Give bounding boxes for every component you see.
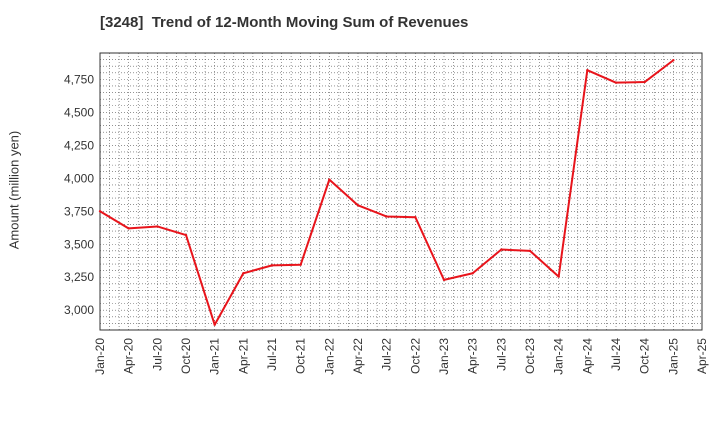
data-point [528,249,532,253]
y-tick-label: 3,500 [64,237,94,251]
data-point [127,227,130,230]
x-tick-label: Jul-21 [265,338,279,371]
x-tick-label: Jan-24 [552,338,566,375]
series-line [99,59,674,326]
data-point [614,81,618,84]
plot-frame [99,52,703,331]
data-point [414,216,417,219]
data-point [643,80,646,84]
data-point [213,323,216,326]
x-tick-labels: Jan-20 Apr-20 Jul-20 Oct-20 Jan-21 Apr-21 Jul-… [93,338,709,375]
series-layer [98,59,675,326]
x-tick-label: Oct-23 [523,338,537,374]
x-tick-label: Jul-22 [380,338,394,371]
data-point [471,272,474,275]
y-tick-label: 4,000 [64,171,94,185]
x-tick-label: Jul-24 [609,338,623,371]
x-tick-label: Jan-25 [666,338,680,375]
grid-layer [100,53,702,330]
x-tick-label: Apr-22 [351,338,365,374]
y-tick-label: 3,250 [64,270,94,284]
data-point [672,59,675,62]
x-tick-label: Apr-23 [466,338,480,374]
data-point [586,68,589,72]
data-point [98,210,102,213]
data-point [156,225,159,228]
x-tick-label: Apr-20 [122,338,136,374]
x-tick-label: Jul-23 [494,338,508,371]
data-point [328,178,331,181]
x-tick-label: Oct-22 [408,338,422,374]
data-point [184,233,188,237]
data-point [270,264,274,267]
x-tick-label: Apr-25 [695,338,709,374]
x-tick-label: Jul-20 [150,338,164,371]
y-tick-label: 3,750 [64,204,94,218]
data-point [442,278,446,282]
x-tick-label: Jan-21 [208,338,222,375]
x-tick-label: Jan-22 [322,338,336,375]
y-tick-labels: 3,000 3,250 3,500 3,750 4,000 4,250 4,500 4,750 [64,72,94,317]
x-tick-label: Apr-21 [236,338,250,374]
data-point [500,248,503,251]
x-tick-label: Oct-24 [638,338,652,374]
data-point [385,215,388,218]
y-tick-label: 4,250 [64,138,94,152]
x-tick-label: Apr-24 [580,338,594,374]
x-tick-label: Jan-23 [437,338,451,375]
data-point [242,272,245,275]
data-point [299,263,302,266]
data-point [557,275,560,278]
y-tick-label: 4,750 [64,72,94,86]
x-tick-label: Jan-20 [93,338,107,375]
x-tick-label: Oct-20 [179,338,193,374]
y-tick-label: 3,000 [64,303,94,317]
data-point [356,204,360,207]
chart-title: [3248] Trend of 12-Month Moving Sum of R… [100,14,469,31]
x-tick-label: Oct-21 [294,338,308,374]
y-tick-label: 4,500 [64,105,94,119]
